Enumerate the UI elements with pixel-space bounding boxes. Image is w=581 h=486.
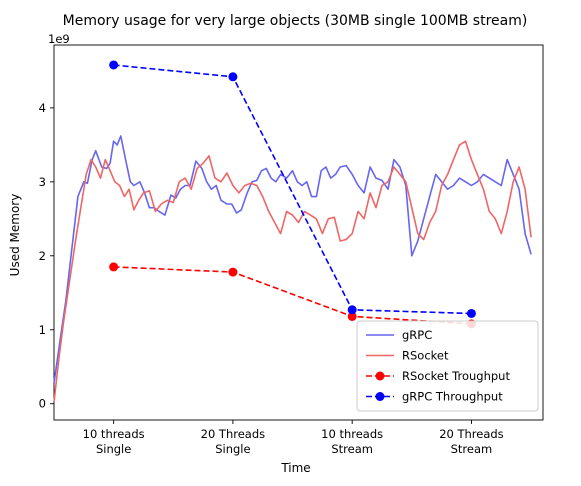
- plot-area: [53, 60, 532, 403]
- series-line-0: [53, 135, 532, 384]
- y-tick-label-2: 2: [39, 249, 46, 263]
- legend-label-1: RSocket: [402, 349, 449, 363]
- y-tick-label-4: 4: [39, 101, 46, 115]
- legend-box: [356, 320, 539, 412]
- chart-title: Memory usage for very large objects (30M…: [63, 13, 528, 29]
- plot-frame: [53, 44, 544, 421]
- series-line-2: [113, 266, 472, 325]
- series-3-point-3: [466, 308, 476, 318]
- legend-label-3: gRPC Throughput: [402, 390, 503, 404]
- x-tick-label-1: 20 Threads Single: [201, 427, 266, 456]
- series-line-3: [113, 64, 472, 315]
- series-3-point-2: [347, 305, 357, 315]
- legend-label-0: gRPC: [402, 328, 432, 342]
- y-tick-label-0: 0: [39, 397, 46, 411]
- legend-label-2: RSocket Troughput: [402, 369, 510, 383]
- x-axis-label: Time: [280, 461, 310, 475]
- series-3-point-0: [109, 60, 119, 70]
- x-tick-label-2: 10 threads Stream: [321, 427, 383, 456]
- legend: gRPC RSocket RSocket Troughput gRPC Through…: [356, 320, 539, 412]
- x-tick-label-3: 20 Threads Stream: [439, 427, 504, 456]
- series-2-point-1: [228, 267, 238, 277]
- axes: 0 1 2 3 4 10 threads Single 20 Threads Single 10 …: [39, 101, 504, 456]
- legend-marker-3: [375, 392, 385, 401]
- y-tick-label-1: 1: [39, 323, 46, 337]
- y-offset-label: 1e9: [48, 32, 70, 46]
- series-3-point-1: [228, 72, 238, 82]
- series-line-1: [53, 140, 532, 403]
- series-2-point-0: [109, 262, 119, 272]
- legend-marker-2: [375, 371, 385, 381]
- x-tick-label-0: 10 threads Single: [83, 427, 145, 456]
- series-2-point-2: [347, 311, 357, 321]
- y-tick-label-3: 3: [39, 175, 46, 189]
- y-axis-label: Used Memory: [8, 194, 22, 277]
